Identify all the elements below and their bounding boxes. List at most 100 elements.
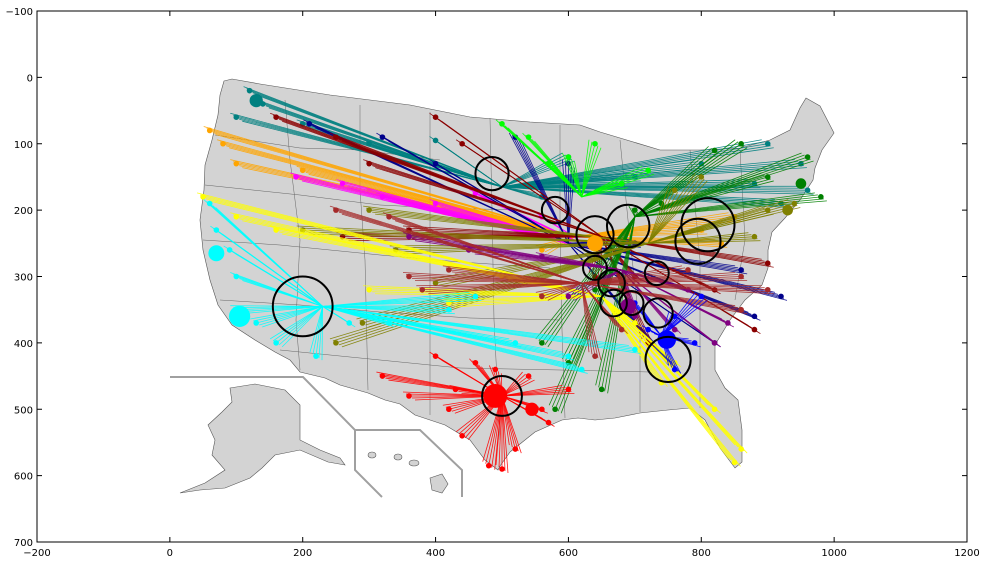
route-point <box>233 160 240 167</box>
hub-ring <box>575 215 615 255</box>
route-line <box>647 172 696 244</box>
route-line <box>215 207 323 307</box>
x-tick-label: 0 <box>167 548 173 559</box>
route-point <box>406 273 412 280</box>
x-tick-label: 600 <box>559 548 578 559</box>
route-point <box>818 194 824 200</box>
y-tick-label: −100 <box>6 7 33 18</box>
volume-marker <box>782 204 793 216</box>
route-point <box>592 353 598 359</box>
volume-marker <box>657 330 677 349</box>
route-point <box>379 373 386 379</box>
route-line <box>648 240 761 244</box>
route-line <box>547 260 622 271</box>
route-line <box>520 140 569 244</box>
route-line <box>495 395 503 466</box>
route-line <box>581 187 628 198</box>
route-line <box>322 300 482 307</box>
route-point <box>273 114 279 120</box>
inset-frames <box>170 376 463 498</box>
route-point <box>592 140 598 147</box>
route-line <box>322 305 588 374</box>
route-line <box>501 145 771 188</box>
route-line <box>634 152 802 218</box>
route-point <box>698 174 705 180</box>
route-line <box>501 143 768 188</box>
y-tick-label: 100 <box>14 140 33 151</box>
hub-layer <box>271 156 736 417</box>
route-line <box>544 282 582 299</box>
volume-marker <box>795 178 807 189</box>
route-line <box>581 283 602 361</box>
route-point <box>738 273 744 280</box>
route-line <box>501 147 774 188</box>
route-point <box>346 320 353 326</box>
route-line <box>275 306 323 344</box>
route-line <box>571 158 583 197</box>
route-point <box>406 393 412 399</box>
route-point <box>578 366 585 373</box>
route-line <box>278 306 323 346</box>
route-line <box>501 160 575 188</box>
route-line <box>544 216 636 346</box>
hub-ring <box>597 268 626 298</box>
route-point <box>200 194 206 200</box>
route-line <box>647 188 673 244</box>
route-line <box>474 253 622 271</box>
route-line <box>634 203 662 218</box>
route-line <box>634 158 811 218</box>
hub-ring <box>474 156 510 192</box>
route-line <box>647 190 676 244</box>
volume-marker <box>208 245 225 262</box>
route-point <box>731 459 738 466</box>
route-point <box>632 346 638 353</box>
route-line <box>498 395 503 468</box>
route-line <box>375 147 503 188</box>
y-tick-label: 500 <box>14 405 33 416</box>
route-line <box>647 174 699 244</box>
series-9 <box>203 199 641 374</box>
route-line <box>598 216 636 388</box>
route-point <box>432 280 439 286</box>
route-point <box>452 386 459 393</box>
route-point <box>366 286 372 293</box>
route-point <box>273 227 279 233</box>
route-line <box>467 147 602 238</box>
y-tick-label: 0 <box>27 73 33 84</box>
route-point <box>233 213 240 220</box>
route-point <box>764 260 771 267</box>
route-point <box>339 180 346 187</box>
route-point <box>565 353 572 359</box>
route-line <box>560 216 636 414</box>
route-line <box>647 180 708 244</box>
route-line <box>321 306 324 361</box>
route-line <box>568 165 572 244</box>
route-line <box>647 178 705 244</box>
hub-ring <box>481 375 523 417</box>
route-point <box>273 340 279 346</box>
route-line <box>341 140 602 238</box>
route-point <box>499 466 505 472</box>
x-tick-label: 1200 <box>954 548 979 559</box>
route-point <box>472 293 479 300</box>
route-line <box>242 305 323 315</box>
route-line <box>309 306 324 353</box>
route-point <box>512 446 519 452</box>
route-line <box>601 296 668 387</box>
route-point <box>565 293 572 300</box>
route-point <box>333 134 339 140</box>
hub-ring <box>643 260 670 287</box>
route-line <box>534 140 583 198</box>
route-point <box>432 353 439 359</box>
route-line <box>414 280 582 284</box>
route-line <box>581 173 655 198</box>
route-line <box>581 141 593 197</box>
route-point <box>206 127 213 134</box>
route-point <box>432 137 439 144</box>
route-point <box>366 140 372 147</box>
route-line <box>661 300 708 337</box>
route-line <box>322 305 575 361</box>
route-line <box>322 305 455 315</box>
route-point <box>419 286 426 293</box>
route-point <box>598 386 605 393</box>
